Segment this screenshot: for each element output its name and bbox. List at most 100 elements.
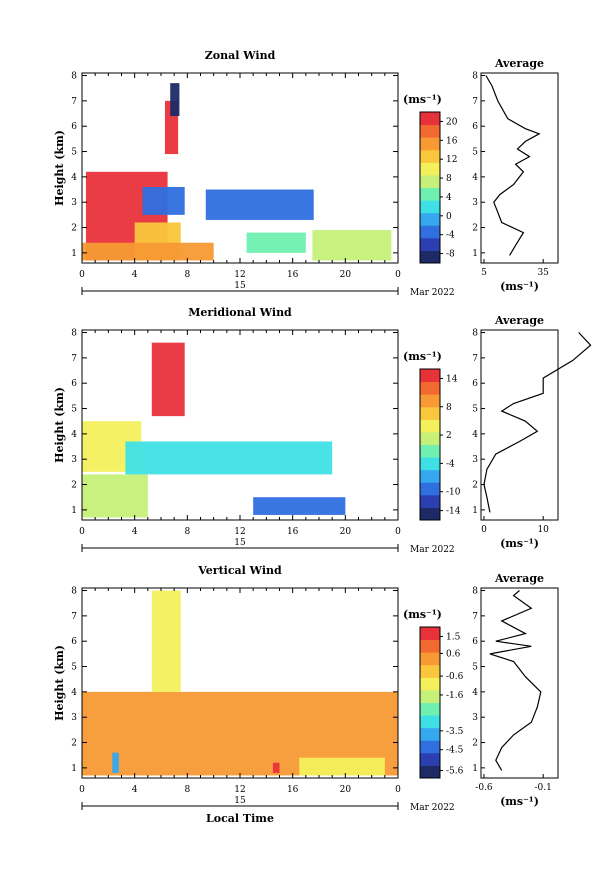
heatmap-cell (151, 342, 185, 417)
colorbar-segment (420, 394, 440, 408)
y-tick-label: 8 (71, 72, 77, 82)
y-tick-label: 5 (71, 405, 77, 415)
average-x-tick-label: 5 (481, 268, 487, 278)
colorbar-segment (420, 250, 440, 264)
x-tick-label: 16 (287, 527, 299, 537)
average-y-tick-label: 7 (472, 354, 478, 364)
x-tick-label: 0 (79, 527, 85, 537)
y-tick-label: 2 (71, 481, 77, 491)
heatmap-cell (125, 441, 333, 475)
average-x-label: (ms⁻¹) (500, 280, 539, 293)
heatmap-cell (82, 474, 148, 518)
average-title: Average (494, 572, 544, 585)
colorbar-tick-label: 20 (446, 117, 458, 127)
colorbar-tick-label: -3.5 (446, 727, 464, 737)
colorbar-segment (420, 469, 440, 483)
heatmap-cell (151, 590, 181, 692)
heatmap-cell (112, 752, 119, 773)
heatmap-cell (312, 230, 392, 261)
y-tick-label: 8 (71, 587, 77, 597)
average-profile-line (483, 332, 592, 513)
colorbar-segment (420, 702, 440, 716)
panel-title: Zonal Wind (205, 49, 276, 62)
average-y-tick-label: 4 (472, 688, 478, 698)
average-x-tick-label: -0.1 (535, 783, 552, 793)
heatmap-cell (253, 497, 346, 515)
x-tick-label: 0 (395, 270, 401, 280)
colorbar-tick-label: 8 (446, 174, 452, 184)
average-x-label: (ms⁻¹) (500, 537, 539, 550)
y-tick-label: 7 (71, 354, 77, 364)
colorbar-segment (420, 507, 440, 521)
colorbar-tick-label: 1.5 (446, 632, 461, 642)
x-tick-label: 4 (132, 785, 138, 795)
colorbar-tick-label: 16 (446, 136, 458, 146)
average-y-tick-label: 7 (472, 612, 478, 622)
heatmap-cell (299, 757, 385, 776)
y-tick-label: 1 (71, 249, 77, 259)
colorbar-segment (420, 212, 440, 226)
average-y-tick-label: 7 (472, 97, 478, 107)
colorbar-segment (420, 639, 440, 653)
panel-title: Meridional Wind (188, 306, 292, 319)
colorbar-segment (420, 225, 440, 239)
x-tick-label: 0 (79, 270, 85, 280)
heatmap-cell (170, 83, 180, 117)
average-frame (480, 72, 559, 264)
average-y-tick-label: 5 (472, 148, 478, 158)
colorbar-unit: (ms⁻¹) (403, 608, 442, 621)
colorbar-tick-label: -4 (446, 231, 455, 241)
colorbar-tick-label: -5.6 (446, 766, 464, 776)
colorbar-unit: (ms⁻¹) (403, 350, 442, 363)
colorbar-tick-label: 2 (446, 431, 452, 441)
colorbar-segment (420, 494, 440, 508)
average-profile-line (489, 590, 542, 771)
average-y-tick-label: 3 (472, 455, 478, 465)
average-y-tick-label: 6 (472, 122, 478, 132)
colorbar-segment (420, 431, 440, 445)
y-tick-label: 6 (71, 379, 77, 389)
x-tick-label: 8 (184, 785, 190, 795)
heatmap-cell (205, 189, 314, 220)
heatmap-layer (82, 590, 398, 776)
colorbar-segment (420, 381, 440, 395)
x-tick-label: 0 (79, 785, 85, 795)
average-x-tick-label: -0.6 (475, 783, 493, 793)
colorbar-tick-label: 0.6 (446, 649, 461, 659)
average-y-tick-label: 6 (472, 637, 478, 647)
colorbar-segment (420, 162, 440, 176)
colorbar-segment (420, 752, 440, 766)
x-tick-label: 20 (340, 527, 352, 537)
month-label: Mar 2022 (410, 288, 455, 298)
y-tick-label: 1 (71, 764, 77, 774)
colorbar-segment (420, 715, 440, 729)
colorbar-tick-label: -10 (446, 488, 461, 498)
colorbar-frame (419, 111, 441, 264)
y-tick-label: 4 (71, 688, 77, 698)
heatmap-cell (82, 242, 214, 261)
colorbar-tick-label: 8 (446, 403, 452, 413)
colorbar-tick-label: 12 (446, 155, 457, 165)
colorbar-tick-label: -4.5 (446, 746, 464, 756)
day-label: 15 (234, 538, 246, 548)
colorbar-segment (420, 149, 440, 163)
colorbar-segment (420, 237, 440, 251)
heatmap-cell (246, 232, 306, 253)
colorbar-tick-label: 0 (446, 212, 452, 222)
colorbar-segment (420, 740, 440, 754)
x-tick-label: 20 (340, 270, 352, 280)
average-y-tick-label: 3 (472, 713, 478, 723)
colorbar-tick-label: -0.6 (446, 672, 464, 682)
colorbar-segment (420, 187, 440, 201)
heatmap-layer (82, 342, 346, 518)
x-tick-label: 16 (287, 270, 299, 280)
colorbar-unit: (ms⁻¹) (403, 93, 442, 106)
x-tick-label: 12 (234, 785, 245, 795)
colorbar-segment (420, 765, 440, 779)
colorbar-segment (420, 369, 440, 383)
day-label: 15 (234, 796, 246, 806)
average-y-tick-label: 4 (472, 173, 478, 183)
heatmap-cell (272, 762, 280, 773)
average-x-label: (ms⁻¹) (500, 795, 539, 808)
